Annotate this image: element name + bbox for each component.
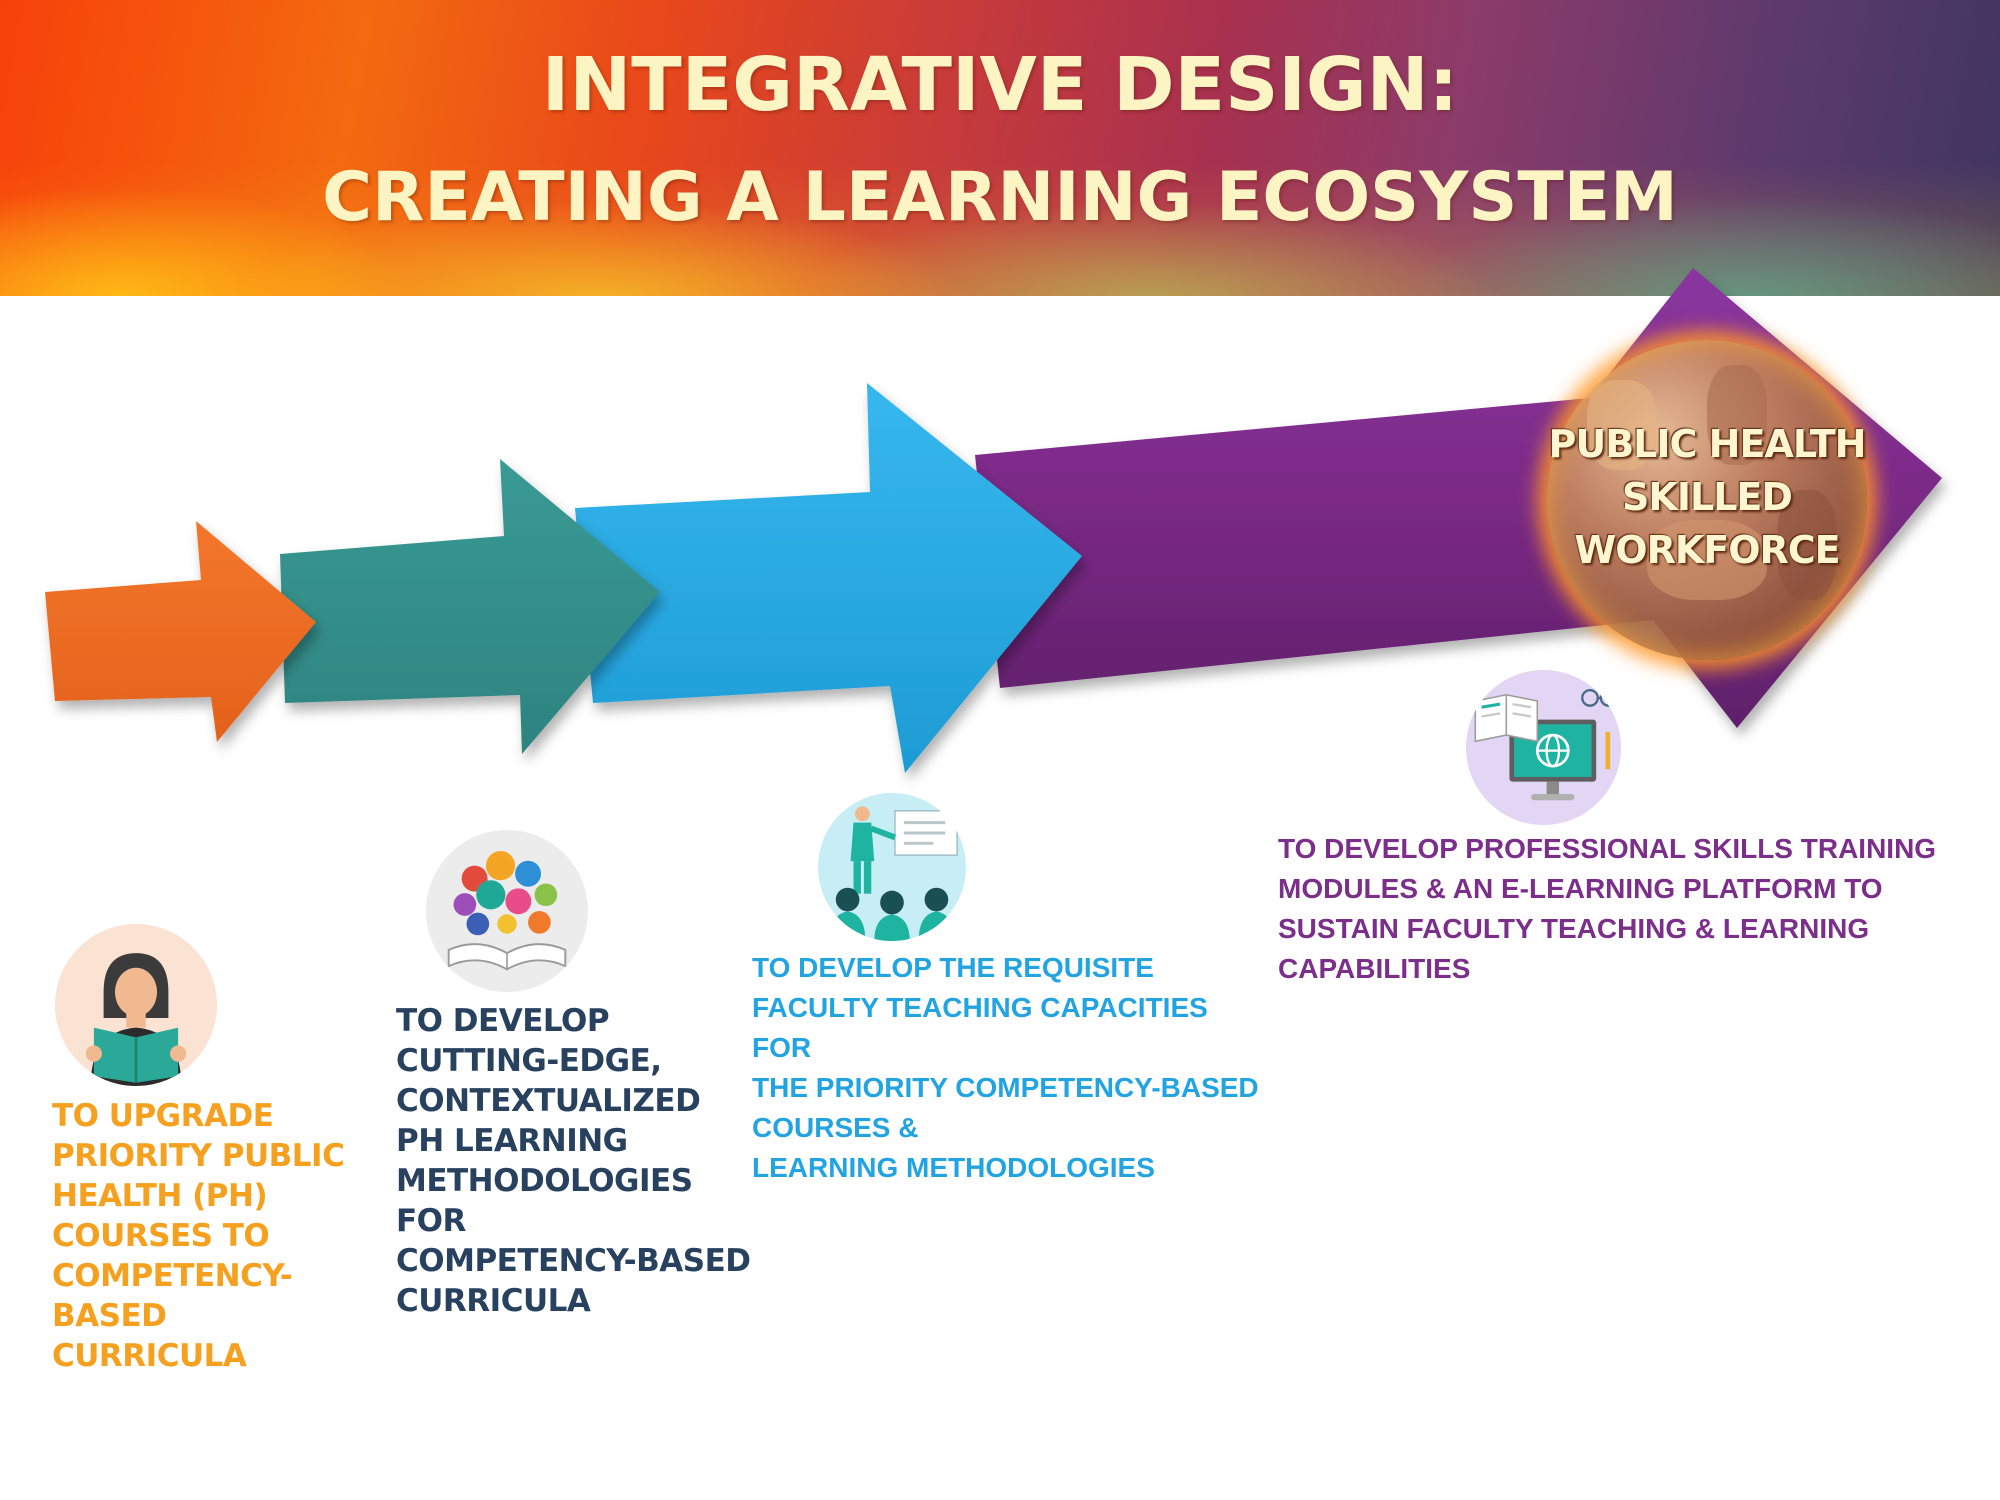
arrow-teal bbox=[280, 459, 660, 754]
goal-develop-methodologies: TO DEVELOP CUTTING-EDGE, CONTEXTUALIZED … bbox=[396, 1003, 751, 1319]
arrow-blue bbox=[575, 383, 1082, 773]
page-subtitle: CREATING A LEARNING ECOSYSTEM bbox=[322, 158, 1678, 237]
e-learning-computer-icon bbox=[1466, 670, 1621, 825]
goal-develop-faculty-capacities: TO DEVELOP THE REQUISITE FACULTY TEACHIN… bbox=[752, 952, 1259, 1183]
header-banner bbox=[0, 0, 2000, 296]
arrow-orange bbox=[45, 521, 316, 742]
reading-person-icon bbox=[55, 924, 217, 1086]
goal-upgrade-courses: TO UPGRADE PRIORITY PUBLIC HEALTH (PH) C… bbox=[52, 1098, 345, 1374]
goal-develop-e-learning-platform: TO DEVELOP PROFESSIONAL SKILLS TRAINING … bbox=[1278, 833, 1937, 984]
page-title: INTEGRATIVE DESIGN: bbox=[541, 42, 1459, 128]
workforce-label: PUBLIC HEALTH SKILLED WORKFORCE bbox=[1548, 422, 1867, 572]
presenter-audience-icon bbox=[818, 793, 966, 941]
workforce-photo-circle bbox=[1547, 340, 1867, 660]
open-book-ideas-icon bbox=[426, 830, 588, 992]
